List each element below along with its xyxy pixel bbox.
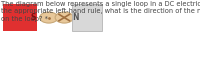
Circle shape bbox=[55, 12, 73, 23]
Bar bbox=[3, 4, 37, 31]
Circle shape bbox=[40, 12, 58, 23]
Text: The diagram below represents a single loop in a DC electric motor. Using
the app: The diagram below represents a single lo… bbox=[1, 1, 200, 22]
Bar bbox=[72, 4, 102, 31]
Text: S: S bbox=[31, 13, 36, 22]
Text: N: N bbox=[72, 13, 79, 22]
